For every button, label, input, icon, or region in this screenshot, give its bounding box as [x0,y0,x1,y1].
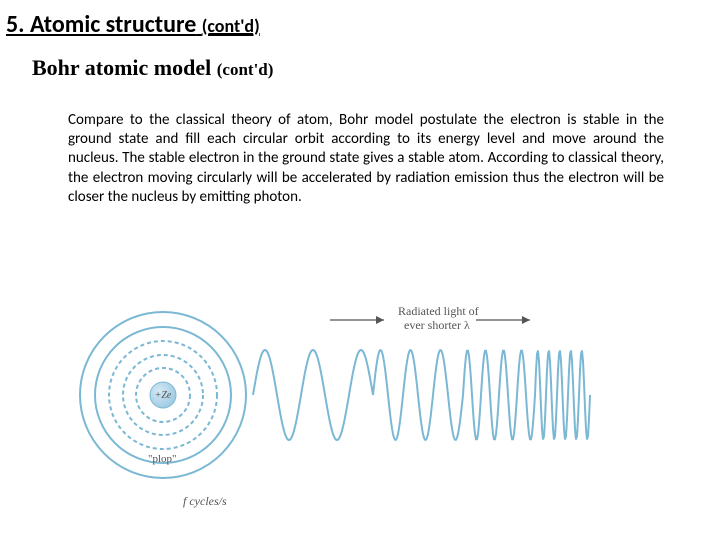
page-title: 5. Atomic structure (cont'd) [0,0,720,41]
svg-text:ever shorter λ: ever shorter λ [404,318,470,332]
title-contd: (cont'd) [202,15,260,37]
subtitle-text: Bohr atomic model [32,55,211,80]
svg-text:+Ze: +Ze [155,390,172,401]
svg-text:f cycles/s: f cycles/s [183,494,227,508]
section-title: Bohr atomic model (cont'd) [0,41,720,81]
title-text: 5. Atomic structure [6,10,196,39]
svg-text:"plop": "plop" [148,453,177,465]
atom-spiral-diagram: +Ze "plop" Radiated light ofever shorter λ… [68,300,628,520]
svg-text:Radiated light of: Radiated light of [398,304,479,318]
subtitle-contd: (cont'd) [217,60,274,79]
body-paragraph: Compare to the classical theory of atom,… [0,81,720,207]
